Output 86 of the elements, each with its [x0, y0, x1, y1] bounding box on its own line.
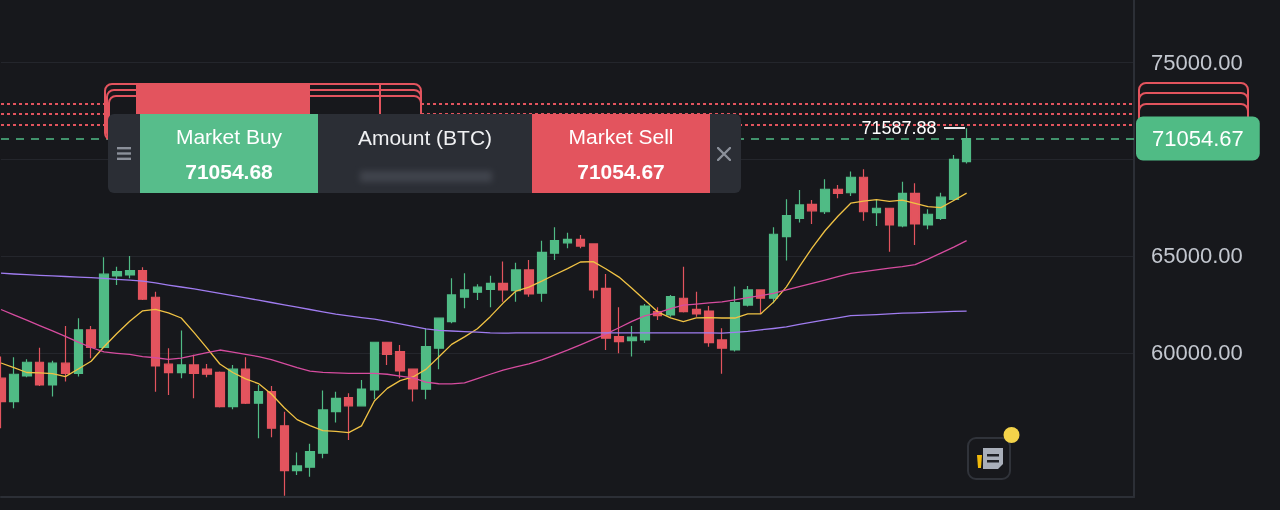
candlestick — [922, 208, 934, 230]
candlestick — [575, 234, 586, 249]
candlestick — [60, 325, 71, 383]
candlestick — [227, 364, 239, 410]
candlestick — [137, 266, 148, 301]
candlestick — [34, 347, 45, 387]
y-tick-label: 75000.00 — [1151, 49, 1243, 75]
candlestick — [279, 411, 290, 497]
candlestick — [356, 379, 367, 408]
candlestick — [176, 330, 187, 379]
candlestick — [794, 189, 805, 224]
candlestick — [562, 232, 573, 249]
candlestick — [639, 303, 651, 344]
candlestick — [21, 358, 33, 378]
annotation: 71054.67 — [576, 160, 666, 184]
candlestick — [485, 275, 496, 308]
annotation: Market Sell — [567, 125, 675, 149]
annotation: 71054.68 — [184, 160, 274, 184]
candlestick — [626, 325, 638, 358]
line-series — [0, 192, 968, 434]
candlestick — [472, 283, 483, 301]
candlestick — [613, 306, 625, 354]
candlestick — [459, 272, 470, 309]
annotation: Amount (BTC) — [356, 126, 494, 150]
candlestick — [729, 286, 741, 353]
candlestick — [188, 354, 200, 399]
candlestick — [291, 451, 303, 476]
candlestick — [150, 291, 161, 393]
candlestick — [304, 443, 316, 478]
candlestick — [266, 385, 277, 438]
candlestick — [691, 291, 702, 318]
candlestick — [600, 273, 612, 351]
candlestick — [742, 285, 754, 308]
candlestick — [832, 184, 844, 199]
candlestick — [47, 360, 58, 398]
candlestick — [343, 392, 354, 441]
candlestick — [201, 363, 213, 378]
candlestick — [214, 370, 226, 409]
line-series — [0, 272, 968, 334]
sell-button: Market Sell 71054.67 — [532, 114, 710, 193]
candlestick — [588, 242, 599, 299]
candlestick — [433, 316, 445, 370]
candlestick — [845, 171, 857, 197]
candlestick — [703, 305, 715, 348]
annotation: Market Buy — [174, 125, 284, 149]
candlestick — [678, 266, 689, 314]
candlestick — [884, 207, 895, 253]
candlestick — [781, 198, 792, 262]
candlestick — [819, 178, 831, 215]
candlestick — [446, 277, 457, 324]
candlestick — [858, 168, 869, 222]
y-tick-label: 65000.00 — [1151, 243, 1243, 269]
y-tick-label: 60000.00 — [1151, 340, 1243, 366]
candlestick — [935, 192, 947, 221]
candlestick — [536, 240, 548, 303]
candlestick — [163, 347, 174, 396]
candlestick — [510, 262, 522, 303]
candlestick — [768, 226, 779, 304]
candlestick — [381, 341, 393, 366]
candlestick — [240, 356, 251, 405]
candlestick — [85, 325, 97, 359]
candlestick — [549, 226, 560, 261]
candlestick — [909, 182, 921, 246]
line-series — [0, 240, 968, 385]
candlestick — [369, 341, 380, 400]
candlestick — [497, 260, 509, 303]
candlestick — [806, 199, 818, 225]
candlestick — [98, 256, 110, 349]
candlestick — [330, 391, 342, 424]
buy-button: Market Buy 71054.68 — [140, 114, 318, 193]
candlestick — [665, 294, 676, 318]
candlestick — [897, 181, 908, 228]
candlestick — [523, 259, 535, 298]
annotation: 71587.88 — [861, 118, 937, 139]
candlestick — [111, 266, 123, 286]
candlestick — [8, 356, 20, 409]
candlestick — [394, 344, 406, 379]
ref-line-label: 71054.67 — [1152, 126, 1244, 152]
candlestick — [871, 199, 882, 227]
candlestick — [317, 389, 329, 459]
candlestick — [73, 317, 84, 378]
candlestick — [420, 327, 432, 400]
candlestick — [253, 384, 264, 439]
candlestick — [124, 255, 136, 279]
candlestick — [716, 327, 728, 375]
candlestick — [948, 154, 960, 202]
